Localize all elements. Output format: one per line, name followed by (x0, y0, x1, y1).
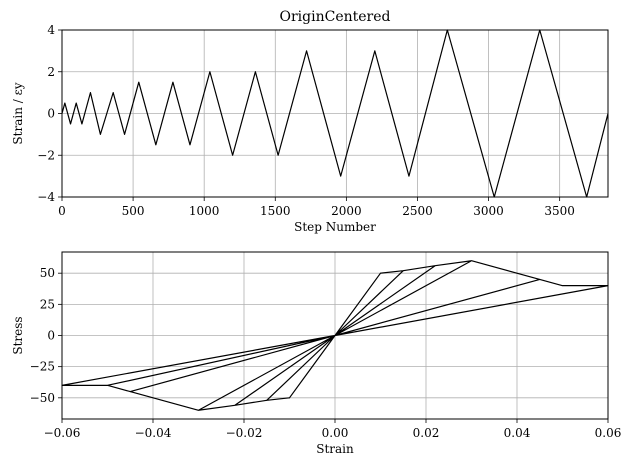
series-layer (61, 260, 609, 411)
series-layer (61, 29, 609, 198)
x-tick-label: 0 (58, 204, 66, 218)
x-axis-label: Strain (316, 442, 354, 456)
x-tick-label: 2000 (331, 204, 362, 218)
x-tick-label: 3000 (473, 204, 504, 218)
x-tick-label: −0.04 (135, 426, 172, 440)
y-tick-label: 0 (47, 329, 55, 343)
y-tick-label: −50 (30, 391, 55, 405)
y-tick-label: −25 (30, 360, 55, 374)
y-tick-label: 0 (47, 107, 55, 121)
x-tick-label: 3500 (544, 204, 575, 218)
y-tick-label: 50 (40, 266, 55, 280)
grid-lines (61, 29, 608, 198)
chart-title: OriginCentered (280, 9, 391, 25)
x-tick-label: 0.06 (595, 426, 622, 440)
axis-ticks: 0 500 1000 1500 2000 2500 3000 3500 −4 −2 0 2 4 (37, 23, 575, 218)
y-tick-label: −2 (37, 148, 55, 162)
y-tick-label: 25 (40, 297, 55, 311)
strain-history-chart: 0 500 1000 1500 2000 2500 3000 3500 −4 −2 0 2 4 Orig… (11, 9, 609, 234)
plot-frame (61, 251, 609, 420)
y-tick-label: 4 (47, 23, 55, 37)
y-axis-label: Strain / εy (11, 82, 25, 144)
x-tick-label: 1000 (189, 204, 220, 218)
x-tick-label: 2500 (402, 204, 433, 218)
x-tick-label: 1500 (260, 204, 291, 218)
series-line (61, 260, 609, 411)
y-tick-label: 2 (47, 65, 55, 79)
y-tick-label: −4 (37, 190, 55, 204)
plot-frame (61, 29, 609, 198)
x-tick-label: −0.06 (44, 426, 81, 440)
x-tick-label: 500 (122, 204, 145, 218)
x-axis-label: Step Number (294, 220, 376, 234)
x-tick-label: 0.00 (322, 426, 349, 440)
axis-ticks: −0.06 −0.04 −0.02 0.00 0.02 0.04 0.06 −50 −25 0 25… (30, 266, 622, 440)
x-tick-label: 0.04 (504, 426, 531, 440)
stress-strain-chart: −0.06 −0.04 −0.02 0.00 0.02 0.04 0.06 −50 −25 0 25… (11, 251, 622, 456)
x-tick-label: 0.02 (413, 426, 440, 440)
y-axis-label: Stress (11, 316, 25, 354)
x-tick-label: −0.02 (226, 426, 263, 440)
series-line (61, 29, 609, 198)
